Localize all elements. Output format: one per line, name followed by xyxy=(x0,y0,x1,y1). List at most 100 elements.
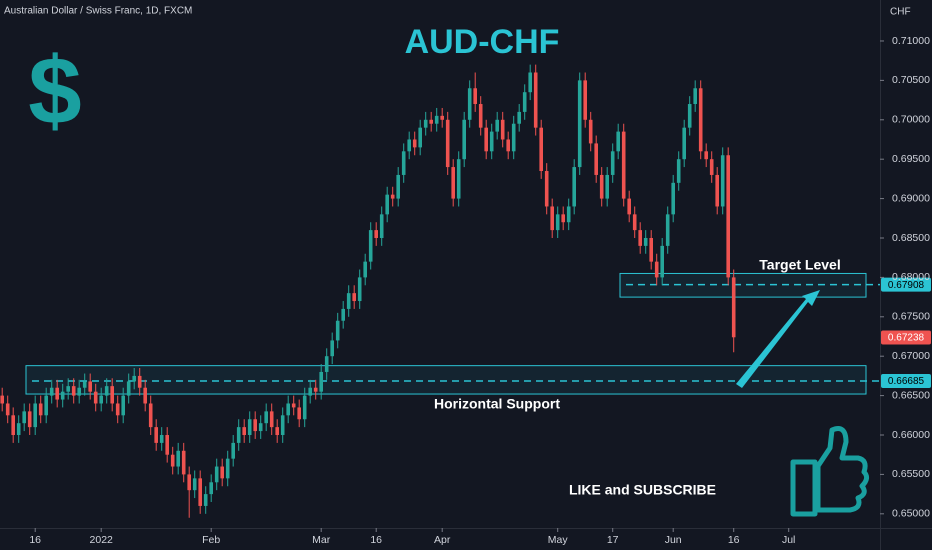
candle-body xyxy=(588,119,593,144)
overlays: 0.67908 Target Level 0.66685 Horizontal Sup… xyxy=(434,257,931,412)
candle-body xyxy=(121,395,125,416)
candle-body xyxy=(390,194,395,199)
candle-body xyxy=(550,206,554,231)
axis-label: CHF xyxy=(890,7,911,18)
candle-body xyxy=(660,245,664,278)
candle-body xyxy=(544,171,549,207)
candle-body xyxy=(335,320,340,341)
candle-body xyxy=(297,407,301,420)
candle-body xyxy=(104,386,109,396)
candle-body xyxy=(319,371,323,392)
candle-body xyxy=(368,230,373,262)
candle-body xyxy=(308,387,312,396)
call-to-action: LIKE and SUBSCRIBE xyxy=(569,482,716,498)
candle-body xyxy=(88,381,92,392)
candle-body xyxy=(341,308,345,321)
candle-body xyxy=(484,127,488,152)
candle-body xyxy=(115,403,120,416)
candle-body xyxy=(572,167,576,207)
candle-body xyxy=(693,88,697,105)
y-tick-label: 0.70000 xyxy=(892,114,930,126)
candle-body xyxy=(346,293,351,309)
support-badge xyxy=(881,374,931,389)
candle-body xyxy=(445,119,450,168)
candle-body xyxy=(715,174,719,207)
candle-body xyxy=(126,381,131,396)
y-tick-label: 0.69000 xyxy=(892,192,930,204)
candle-body xyxy=(698,88,703,152)
candle-body xyxy=(93,391,98,404)
candle-body xyxy=(522,92,527,112)
candle-body xyxy=(247,419,252,436)
x-tick-label: 16 xyxy=(29,534,41,546)
candle-body xyxy=(77,387,81,396)
last-price-text: 0.67238 xyxy=(888,333,925,344)
y-tick-label: 0.67500 xyxy=(892,311,930,323)
y-tick-label: 0.71000 xyxy=(892,35,930,47)
target-label: Target Level xyxy=(759,257,840,273)
candle-body xyxy=(0,395,4,404)
zones xyxy=(25,272,880,395)
candle-body xyxy=(643,237,648,246)
candle-body xyxy=(275,427,279,436)
candle-body xyxy=(170,454,175,467)
dollar-symbol: $ xyxy=(28,37,81,144)
candle-body xyxy=(610,151,615,175)
x-tick-label: Apr xyxy=(434,534,451,546)
candle-body xyxy=(511,123,516,152)
candle-body xyxy=(385,194,389,215)
candle-body xyxy=(566,206,571,223)
candle-body xyxy=(253,419,257,432)
candle-body xyxy=(11,415,15,436)
candle-body xyxy=(209,482,213,495)
x-tick-label: 17 xyxy=(607,534,619,546)
candle-body xyxy=(302,395,307,420)
candle-body xyxy=(143,387,147,404)
candle-body xyxy=(632,214,637,231)
candle-body xyxy=(489,131,494,152)
candle-body xyxy=(352,293,356,302)
candle-body xyxy=(500,119,505,140)
candle-body xyxy=(654,261,659,278)
support-label: Horizontal Support xyxy=(434,396,560,412)
candle-body xyxy=(165,435,169,455)
candle-body xyxy=(44,395,48,416)
candle-body xyxy=(66,386,70,392)
candle-body xyxy=(456,159,461,199)
candle-body xyxy=(638,230,642,246)
candle-body xyxy=(357,277,362,302)
candle-body xyxy=(291,403,296,408)
candle-body xyxy=(407,139,411,152)
y-tick-label: 0.67000 xyxy=(892,350,930,362)
candle-body xyxy=(132,375,136,382)
y-tick-label: 0.65500 xyxy=(892,468,930,480)
candle-body xyxy=(709,159,714,175)
candle-body xyxy=(396,174,400,199)
candle-body xyxy=(231,442,235,459)
candle-body xyxy=(187,474,191,491)
candle-body xyxy=(506,139,510,152)
arrow-shape xyxy=(736,290,820,388)
candle-body xyxy=(423,119,428,128)
candle-body xyxy=(176,450,180,467)
candle-body xyxy=(110,386,114,404)
candle-body xyxy=(621,131,626,199)
x-tick-label: May xyxy=(548,534,569,546)
candle-body xyxy=(671,182,675,215)
candle-body xyxy=(258,423,263,432)
y-tick-label: 0.66000 xyxy=(892,429,930,441)
candle-body xyxy=(462,119,466,160)
candle-body xyxy=(682,127,686,160)
candle-body xyxy=(676,159,681,183)
candle-body xyxy=(99,395,103,404)
candle-body xyxy=(528,72,532,93)
candle-body xyxy=(495,119,499,132)
candle-body xyxy=(264,411,268,424)
candles xyxy=(0,64,736,518)
candle-body xyxy=(214,466,219,483)
candle-body xyxy=(627,198,631,215)
icon-cuff xyxy=(790,459,818,517)
candle-body xyxy=(605,174,609,199)
x-tick-label: 2022 xyxy=(90,534,114,546)
